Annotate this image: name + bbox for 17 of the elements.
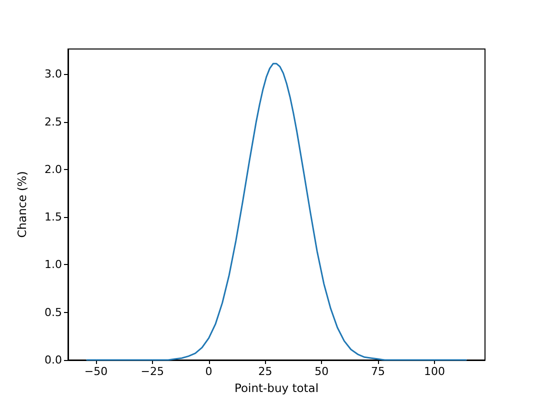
y-tick-label: 1.5	[44, 210, 62, 224]
x-tick-label: −25	[140, 365, 164, 378]
y-tick-label: 0.5	[44, 306, 62, 319]
x-tick-label: 100	[424, 365, 445, 378]
y-tick-label: 2.0	[44, 162, 62, 176]
x-axis-title: Point-buy total	[234, 381, 319, 395]
x-tick-label: −50	[84, 365, 108, 378]
y-tick-label: 1.0	[44, 258, 62, 272]
y-tick-label: 0.0	[44, 354, 62, 366]
x-tick-label: 75	[371, 365, 386, 378]
y-tick-label: 3.0	[44, 68, 62, 81]
y-tick-label: 2.5	[44, 115, 62, 128]
x-tick-label: 25	[258, 365, 272, 378]
x-tick-label: 0	[205, 365, 212, 378]
y-axis-title: Chance (%)	[15, 171, 29, 238]
x-tick-label: 50	[314, 365, 329, 378]
line-series	[86, 62, 467, 361]
